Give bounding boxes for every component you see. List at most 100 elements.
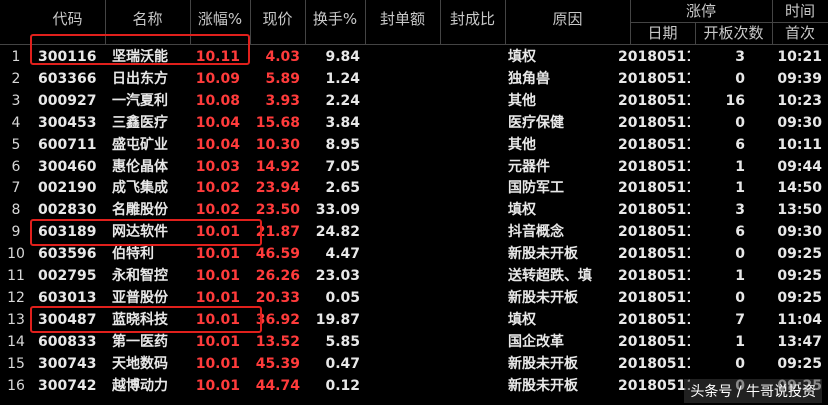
table-cell: 0 bbox=[735, 70, 745, 87]
table-cell: 3 bbox=[735, 49, 745, 65]
table-cell: 26.26 bbox=[255, 268, 300, 284]
table-cell: 10:21 bbox=[777, 49, 822, 65]
table-cell: 11 bbox=[7, 268, 25, 284]
table-cell: 0.47 bbox=[325, 355, 360, 372]
table-cell: 300453 bbox=[38, 114, 97, 131]
table-cell: 9.84 bbox=[325, 49, 360, 65]
table-cell: 20.33 bbox=[255, 289, 300, 306]
table-cell: 09:25 bbox=[777, 246, 822, 263]
table-cell: 10.01 bbox=[195, 224, 240, 241]
table-cell: 10:23 bbox=[777, 92, 822, 109]
column-separator bbox=[630, 0, 631, 44]
table-cell: 惠伦晶体 bbox=[112, 158, 168, 175]
column-separator bbox=[365, 0, 366, 44]
column-header: 封单额 bbox=[379, 10, 425, 28]
table-cell: 20180511 bbox=[618, 333, 690, 350]
table-cell: 300116 bbox=[38, 49, 97, 65]
column-separator bbox=[440, 0, 441, 44]
table-cell: 13 bbox=[7, 311, 25, 328]
column-separator bbox=[190, 0, 191, 44]
table-cell: 日出东方 bbox=[112, 70, 168, 87]
table-cell: 抖音概念 bbox=[508, 224, 564, 241]
table-cell: 4.03 bbox=[265, 49, 300, 65]
table-cell: 7.05 bbox=[325, 158, 360, 175]
table-cell: 300742 bbox=[38, 377, 97, 394]
table-cell: 20180511 bbox=[618, 158, 690, 175]
column-separator bbox=[250, 0, 251, 44]
column-separator bbox=[695, 22, 696, 44]
table-cell: 10.30 bbox=[255, 136, 300, 153]
subcolumn-header: 首次 bbox=[784, 24, 815, 42]
table-cell: 7 bbox=[11, 180, 21, 197]
header-border bbox=[0, 44, 828, 45]
table-cell: 20180511 bbox=[618, 355, 690, 372]
table-cell: 20180511 bbox=[618, 202, 690, 219]
table-cell: 23.03 bbox=[315, 268, 360, 284]
table-cell: 33.09 bbox=[315, 202, 360, 219]
table-cell: 8.95 bbox=[325, 136, 360, 153]
table-cell: 09:25 bbox=[777, 355, 822, 372]
table-cell: 300487 bbox=[38, 311, 97, 328]
table-cell: 10.01 bbox=[195, 333, 240, 350]
table-cell: 10.01 bbox=[195, 355, 240, 372]
table-cell: 13:47 bbox=[777, 333, 822, 350]
column-separator bbox=[505, 0, 506, 44]
table-cell: 603013 bbox=[38, 289, 97, 306]
table-cell: 23.94 bbox=[255, 180, 300, 197]
table-cell: 网达软件 bbox=[112, 224, 168, 241]
table-cell: 46.59 bbox=[255, 246, 300, 263]
table-cell: 10.01 bbox=[195, 377, 240, 394]
table-cell: 1 bbox=[735, 333, 745, 350]
table-cell: 坚瑞沃能 bbox=[112, 49, 168, 65]
table-cell: 国防军工 bbox=[508, 180, 564, 197]
table-cell: 1.24 bbox=[325, 70, 360, 87]
table-cell: 4.47 bbox=[325, 246, 360, 263]
table-cell: 越博动力 bbox=[112, 377, 168, 394]
table-cell: 永和智控 bbox=[112, 268, 168, 284]
table-cell: 元器件 bbox=[508, 158, 550, 175]
column-header: 封成比 bbox=[449, 10, 495, 28]
column-header: 原因 bbox=[552, 10, 583, 28]
table-cell: 19.87 bbox=[315, 311, 360, 328]
table-cell: 蓝晓科技 bbox=[112, 311, 168, 328]
table-cell: 09:30 bbox=[777, 114, 822, 131]
table-cell: 10 bbox=[7, 246, 25, 263]
table-cell: 21.87 bbox=[255, 224, 300, 241]
table-cell: 20180511 bbox=[618, 114, 690, 131]
table-cell: 12 bbox=[7, 289, 25, 306]
table-cell: 09:39 bbox=[777, 70, 822, 87]
column-header: 名称 bbox=[132, 10, 163, 28]
table-cell: 20180511 bbox=[618, 180, 690, 197]
table-cell: 20180511 bbox=[618, 49, 690, 65]
watermark: 头条号 / 牛哥说投资 bbox=[684, 379, 822, 403]
table-cell: 20180511 bbox=[618, 92, 690, 109]
table-cell: 2.65 bbox=[325, 180, 360, 197]
column-header: 换手% bbox=[312, 10, 358, 28]
table-cell: 36.92 bbox=[255, 311, 300, 328]
table-cell: 伯特利 bbox=[112, 246, 154, 263]
table-cell: 10:11 bbox=[777, 136, 822, 153]
table-cell: 15 bbox=[7, 355, 25, 372]
table-cell: 成飞集成 bbox=[112, 180, 168, 197]
table-cell: 3.93 bbox=[265, 92, 300, 109]
table-cell: 独角兽 bbox=[508, 70, 550, 87]
table-cell: 20180511 bbox=[618, 377, 690, 394]
table-cell: 300743 bbox=[38, 355, 97, 372]
table-cell: 4 bbox=[11, 114, 21, 131]
table-cell: 6 bbox=[11, 158, 21, 175]
table-cell: 300460 bbox=[38, 158, 97, 175]
table-cell: 0.12 bbox=[325, 377, 360, 394]
table-cell: 09:30 bbox=[777, 224, 822, 241]
table-cell: 09:25 bbox=[777, 289, 822, 306]
table-cell: 13.52 bbox=[255, 333, 300, 350]
table-cell: 16 bbox=[725, 92, 745, 109]
table-cell: 15.68 bbox=[255, 114, 300, 131]
table-cell: 14:50 bbox=[777, 180, 822, 197]
table-cell: 45.39 bbox=[255, 355, 300, 372]
table-cell: 2 bbox=[11, 70, 21, 87]
table-cell: 亚普股份 bbox=[112, 289, 168, 306]
table-cell: 44.74 bbox=[255, 377, 300, 394]
table-cell: 600833 bbox=[38, 333, 97, 350]
table-cell: 10.01 bbox=[195, 289, 240, 306]
